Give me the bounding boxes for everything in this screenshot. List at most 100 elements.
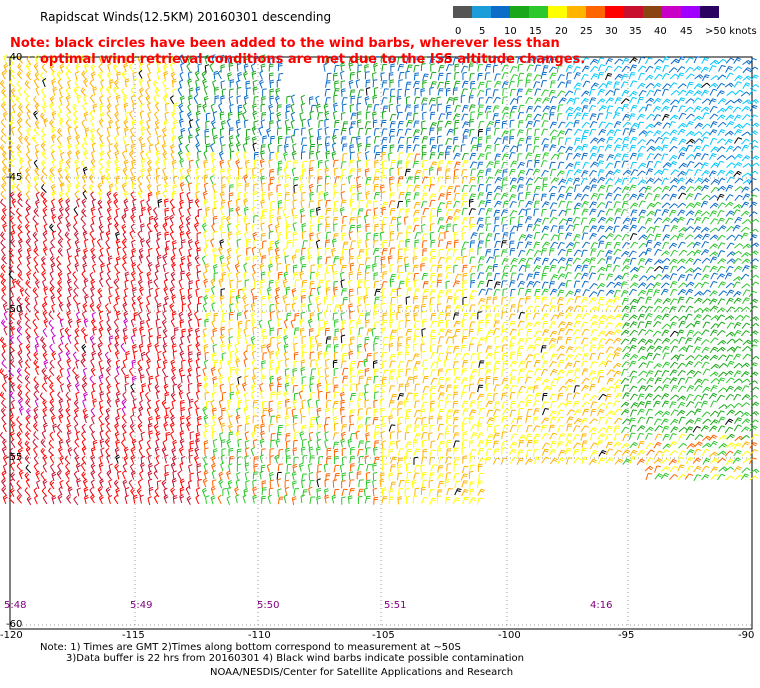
wind-barb bbox=[566, 329, 573, 335]
wind-barb bbox=[131, 192, 135, 201]
wind-barb bbox=[597, 251, 604, 257]
wind-barb bbox=[501, 185, 506, 192]
wind-barb bbox=[534, 242, 540, 249]
wind-barb bbox=[733, 282, 740, 288]
wind-barb bbox=[196, 439, 200, 447]
wind-barb bbox=[646, 443, 654, 449]
wind-barb bbox=[227, 471, 231, 480]
wind-barb bbox=[92, 383, 96, 391]
wind-barb bbox=[559, 186, 566, 192]
wind-barb bbox=[42, 168, 47, 176]
wind-barb bbox=[132, 263, 136, 272]
wind-barb bbox=[81, 216, 86, 224]
wind-barb bbox=[259, 80, 263, 89]
wind-barb bbox=[687, 449, 695, 455]
wind-barb bbox=[116, 288, 119, 297]
wind-barb bbox=[558, 226, 563, 233]
wind-barb bbox=[622, 242, 630, 248]
wind-barb bbox=[615, 393, 622, 399]
wind-barb bbox=[533, 417, 538, 424]
wind-barb bbox=[551, 178, 559, 184]
wind-barb bbox=[431, 401, 435, 409]
wind-barb bbox=[284, 336, 288, 344]
wind-barb bbox=[677, 178, 684, 184]
wind-barb bbox=[573, 426, 580, 432]
wind-barb bbox=[115, 104, 118, 113]
wind-barb bbox=[187, 392, 190, 401]
wind-barb bbox=[165, 415, 169, 423]
wind-barb bbox=[358, 344, 362, 352]
wind-barb bbox=[342, 368, 348, 375]
wind-barb bbox=[406, 82, 411, 89]
wind-barb bbox=[277, 216, 281, 224]
wind-barb bbox=[470, 153, 476, 160]
wind-barb bbox=[647, 289, 654, 295]
wind-barb bbox=[678, 129, 686, 135]
wind-barb bbox=[154, 424, 158, 433]
wind-barb bbox=[509, 449, 516, 455]
wind-barb bbox=[138, 96, 142, 105]
wind-barb bbox=[205, 136, 209, 144]
wind-barb bbox=[172, 295, 176, 304]
wind-barb bbox=[220, 384, 224, 392]
wind-barb bbox=[179, 447, 183, 456]
wind-barb bbox=[509, 241, 514, 248]
wind-barb bbox=[574, 73, 580, 80]
wind-barb bbox=[343, 104, 347, 112]
wind-barb bbox=[244, 207, 248, 215]
wind-barb bbox=[429, 98, 436, 104]
wind-barb bbox=[324, 192, 328, 200]
wind-barb bbox=[2, 287, 6, 296]
wind-barb bbox=[534, 106, 541, 112]
wind-barb bbox=[58, 239, 62, 247]
wind-barb bbox=[527, 345, 534, 351]
wind-barb bbox=[398, 201, 403, 208]
wind-barb bbox=[510, 281, 516, 288]
wind-barb bbox=[518, 170, 525, 176]
wind-barb bbox=[52, 191, 56, 200]
wind-barb bbox=[446, 337, 452, 344]
wind-barb bbox=[646, 283, 654, 288]
wind-barb bbox=[106, 408, 110, 417]
wind-barb bbox=[43, 352, 47, 361]
wind-barb bbox=[461, 201, 467, 208]
wind-barb bbox=[591, 185, 597, 192]
wind-barb bbox=[567, 417, 574, 423]
wind-barb bbox=[65, 328, 69, 337]
wind-barb bbox=[670, 331, 678, 337]
wind-barb bbox=[341, 425, 346, 432]
wind-barb bbox=[623, 459, 631, 465]
wind-barb bbox=[115, 423, 119, 432]
wind-barb bbox=[365, 280, 369, 288]
wind-barb bbox=[67, 184, 71, 193]
wind-barb bbox=[630, 322, 638, 328]
wind-barb bbox=[614, 217, 620, 224]
wind-barb bbox=[471, 169, 476, 176]
wind-barb bbox=[461, 145, 465, 152]
wind-barb bbox=[438, 296, 442, 304]
wind-barb bbox=[66, 71, 69, 80]
wind-barb bbox=[557, 403, 565, 409]
wind-barb bbox=[74, 280, 79, 288]
wind-barb bbox=[558, 82, 565, 88]
wind-barb bbox=[478, 329, 483, 336]
wind-barb bbox=[164, 384, 168, 393]
wind-barb bbox=[662, 89, 669, 96]
wind-barb bbox=[131, 214, 135, 223]
wind-barb bbox=[557, 114, 562, 121]
wind-barb bbox=[655, 74, 663, 79]
wind-barb bbox=[567, 98, 574, 104]
wind-barb bbox=[19, 470, 23, 479]
wind-barb bbox=[718, 388, 726, 393]
wind-barb bbox=[469, 344, 474, 351]
wind-barb bbox=[703, 266, 710, 272]
wind-barb bbox=[194, 223, 198, 232]
wind-barb bbox=[107, 399, 111, 408]
wind-barb bbox=[246, 481, 250, 489]
wind-barb bbox=[291, 104, 295, 113]
wind-barb bbox=[438, 329, 445, 335]
wind-barb bbox=[141, 352, 145, 360]
wind-barb bbox=[534, 272, 540, 279]
wind-barb bbox=[389, 442, 395, 449]
wind-barb bbox=[557, 442, 563, 449]
